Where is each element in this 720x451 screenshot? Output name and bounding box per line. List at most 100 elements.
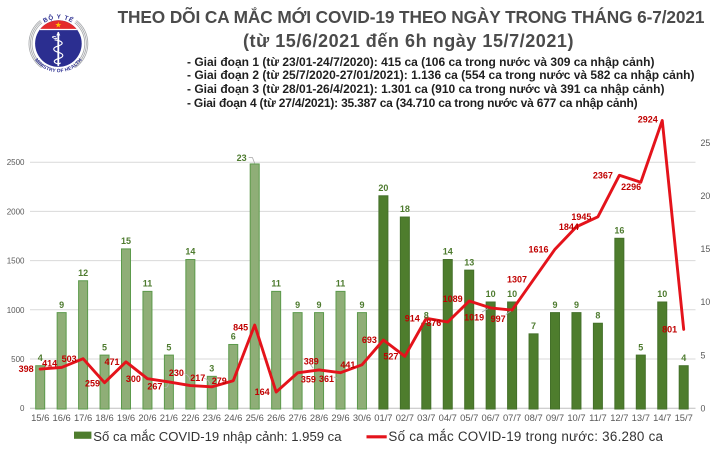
svg-text:9: 9: [295, 300, 300, 310]
svg-text:9: 9: [574, 300, 579, 310]
svg-text:03/7: 03/7: [417, 412, 435, 423]
svg-text:217: 217: [190, 373, 205, 383]
svg-text:2296: 2296: [621, 182, 641, 192]
svg-text:08/7: 08/7: [524, 412, 542, 423]
svg-text:12: 12: [78, 268, 88, 278]
svg-text:18: 18: [400, 204, 410, 214]
svg-text:876: 876: [426, 318, 441, 328]
svg-text:07/7: 07/7: [503, 412, 521, 423]
svg-text:8: 8: [424, 310, 429, 320]
svg-text:164: 164: [255, 387, 270, 397]
svg-text:359: 359: [301, 374, 316, 384]
svg-text:Số ca mắc COVID-19 nhập cảnh:: Số ca mắc COVID-19 nhập cảnh: 1.959 ca: [93, 429, 342, 444]
svg-text:01/7: 01/7: [374, 412, 392, 423]
svg-text:22/6: 22/6: [181, 412, 199, 423]
svg-text:20: 20: [378, 183, 388, 193]
svg-text:230: 230: [169, 368, 184, 378]
svg-text:0: 0: [701, 403, 706, 413]
svg-text:27/6: 27/6: [288, 412, 306, 423]
svg-text:1500: 1500: [7, 257, 25, 266]
svg-text:10: 10: [701, 297, 711, 307]
svg-text:11: 11: [271, 279, 281, 289]
svg-text:14: 14: [443, 247, 453, 257]
svg-text:9: 9: [552, 300, 557, 310]
svg-text:1089: 1089: [443, 294, 463, 304]
svg-text:1844: 1844: [559, 222, 579, 232]
svg-text:7: 7: [531, 321, 536, 331]
svg-text:500: 500: [11, 355, 25, 364]
svg-text:12/7: 12/7: [610, 412, 628, 423]
svg-text:693: 693: [362, 335, 377, 345]
svg-text:527: 527: [383, 351, 398, 361]
svg-text:14/7: 14/7: [653, 412, 671, 423]
svg-text:471: 471: [104, 357, 119, 367]
svg-text:30/6: 30/6: [353, 412, 371, 423]
svg-text:5: 5: [638, 342, 643, 352]
svg-text:11: 11: [143, 279, 153, 289]
svg-text:398: 398: [19, 364, 34, 374]
svg-text:5: 5: [166, 342, 171, 352]
svg-text:1307: 1307: [507, 275, 527, 285]
svg-text:13/7: 13/7: [632, 412, 650, 423]
svg-text:05/7: 05/7: [460, 412, 478, 423]
svg-text:28/6: 28/6: [310, 412, 328, 423]
svg-text:2500: 2500: [7, 158, 25, 167]
svg-text:10/7: 10/7: [567, 412, 585, 423]
svg-text:441: 441: [340, 360, 355, 370]
svg-text:20: 20: [701, 191, 711, 201]
svg-text:16: 16: [614, 226, 624, 236]
svg-text:26/6: 26/6: [267, 412, 285, 423]
svg-text:11: 11: [336, 279, 346, 289]
svg-text:5: 5: [102, 342, 107, 352]
svg-text:389: 389: [304, 357, 319, 367]
svg-text:04/7: 04/7: [439, 412, 457, 423]
svg-text:267: 267: [147, 382, 162, 392]
svg-text:15/6: 15/6: [31, 412, 49, 423]
svg-text:11/7: 11/7: [589, 412, 607, 423]
svg-text:25: 25: [701, 138, 711, 148]
svg-text:1000: 1000: [7, 306, 25, 315]
svg-text:10: 10: [507, 289, 517, 299]
svg-text:23: 23: [237, 153, 247, 163]
svg-text:24/6: 24/6: [224, 412, 242, 423]
svg-text:503: 503: [62, 354, 77, 364]
svg-text:15: 15: [701, 244, 711, 254]
svg-text:09/7: 09/7: [546, 412, 564, 423]
svg-text:15: 15: [121, 236, 131, 246]
svg-text:2367: 2367: [593, 170, 613, 180]
svg-text:361: 361: [319, 374, 334, 384]
svg-text:801: 801: [662, 324, 677, 334]
svg-text:845: 845: [233, 323, 248, 333]
svg-text:18/6: 18/6: [95, 412, 113, 423]
svg-text:2924: 2924: [638, 115, 658, 125]
svg-text:Số ca mắc COVID-19 trong nước:: Số ca mắc COVID-19 trong nước: 36.280 ca: [388, 429, 663, 444]
svg-text:10: 10: [486, 289, 496, 299]
svg-text:414: 414: [42, 359, 57, 369]
svg-text:9: 9: [317, 300, 322, 310]
svg-text:4: 4: [38, 353, 43, 363]
svg-text:23/6: 23/6: [203, 412, 221, 423]
svg-text:0: 0: [20, 404, 25, 413]
svg-text:8: 8: [595, 310, 600, 320]
svg-text:3: 3: [209, 364, 214, 374]
svg-text:06/7: 06/7: [482, 412, 500, 423]
svg-text:914: 914: [405, 313, 420, 323]
svg-text:1616: 1616: [528, 244, 548, 254]
svg-text:997: 997: [491, 314, 506, 324]
svg-text:4: 4: [681, 353, 686, 363]
svg-text:17/6: 17/6: [74, 412, 92, 423]
svg-text:14: 14: [185, 247, 195, 257]
svg-text:29/6: 29/6: [331, 412, 349, 423]
svg-text:BỘ Y TẾ: BỘ Y TẾ: [42, 13, 75, 25]
svg-text:19/6: 19/6: [117, 412, 135, 423]
svg-text:2000: 2000: [7, 207, 25, 216]
svg-text:02/7: 02/7: [396, 412, 414, 423]
svg-text:20/6: 20/6: [138, 412, 156, 423]
svg-text:300: 300: [126, 374, 141, 384]
svg-text:15/7: 15/7: [675, 412, 693, 423]
svg-text:9: 9: [59, 300, 64, 310]
svg-text:9: 9: [359, 300, 364, 310]
svg-text:10: 10: [657, 289, 667, 299]
svg-text:21/6: 21/6: [160, 412, 178, 423]
svg-text:6: 6: [231, 332, 236, 342]
